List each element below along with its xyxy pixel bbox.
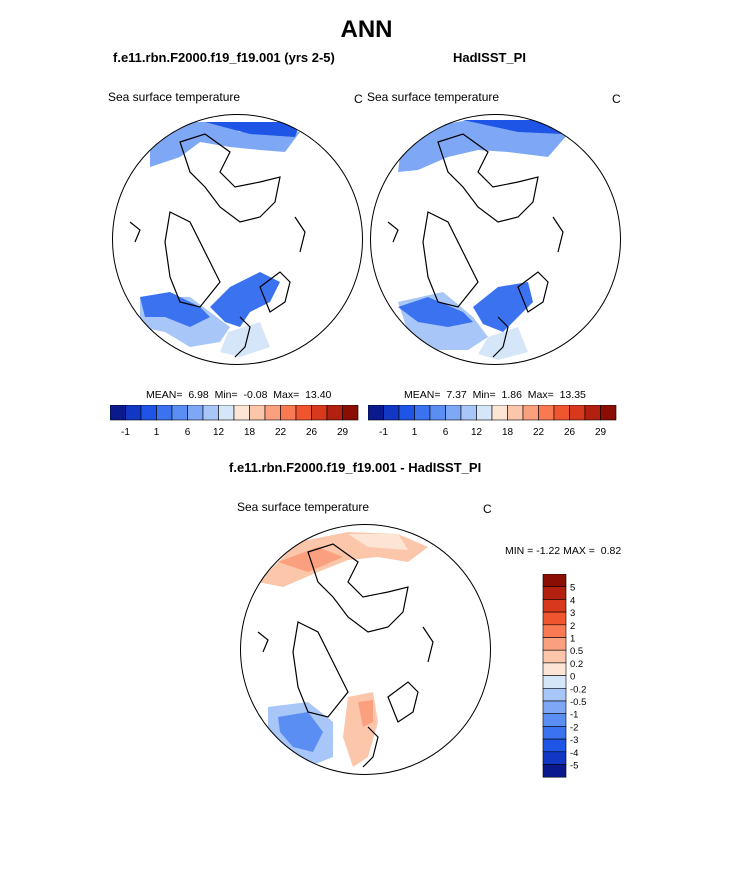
model-stats: MEAN= 6.98 Min= -0.08 Max= 13.40 bbox=[146, 389, 332, 401]
model-colorbar-tick-label: 12 bbox=[213, 427, 225, 438]
difference-colorbar-tick-label: 3 bbox=[570, 608, 575, 619]
model-colorbar-swatch bbox=[187, 405, 204, 421]
obs-colorbar-swatch bbox=[445, 405, 462, 421]
model-colorbar-swatch bbox=[156, 405, 173, 421]
difference-colorbar-tick-label: 1 bbox=[570, 634, 575, 645]
obs-colorbar-swatch bbox=[569, 405, 586, 421]
difference-colorbar-tick-label: -5 bbox=[570, 761, 578, 772]
obs-colorbar-tick-label: 18 bbox=[502, 427, 514, 438]
model-colorbar-tick-label: 6 bbox=[185, 427, 191, 438]
obs-colorbar-swatch bbox=[429, 405, 446, 421]
model-colorbar-swatch bbox=[218, 405, 235, 421]
difference-colorbar-swatch bbox=[542, 637, 567, 651]
obs-polar-map bbox=[370, 114, 621, 365]
obs-colorbar-swatch bbox=[491, 405, 508, 421]
difference-colorbar-swatch bbox=[542, 700, 567, 714]
difference-colorbar-tick-label: -4 bbox=[570, 748, 578, 759]
obs-stats: MEAN= 7.37 Min= 1.86 Max= 13.35 bbox=[404, 389, 586, 401]
model-colorbar-swatch bbox=[249, 405, 266, 421]
model-polar-map bbox=[112, 114, 363, 365]
model-colorbar-swatch bbox=[264, 405, 281, 421]
difference-colorbar-tick-label: 0.2 bbox=[570, 659, 583, 670]
obs-colorbar-swatch bbox=[460, 405, 477, 421]
model-colorbar: -1 1 6 12 18 22 26 29 bbox=[110, 405, 359, 438]
model-colorbar-swatch bbox=[295, 405, 312, 421]
difference-colorbar-swatch bbox=[542, 675, 567, 689]
difference-colorbar-tick-label: 0 bbox=[570, 672, 575, 683]
model-colorbar-tick-label: -1 bbox=[121, 427, 130, 438]
model-colorbar-swatch bbox=[326, 405, 343, 421]
difference-colorbar-tick-label: 0.5 bbox=[570, 646, 583, 657]
difference-colorbar-swatch bbox=[542, 738, 567, 753]
difference-colorbar-swatch bbox=[542, 599, 567, 613]
model-colorbar-swatch bbox=[110, 405, 126, 421]
main-title: ANN bbox=[340, 16, 393, 43]
obs-panel-title: HadISST_PI bbox=[453, 50, 526, 65]
model-colorbar-tick-label: 18 bbox=[244, 427, 256, 438]
difference-colorbar: 54 3 2 10.5 0.2 0-0.2 -0.5 -1-2 -3 -4 -5 bbox=[542, 574, 586, 778]
model-colorbar-swatch bbox=[280, 405, 297, 421]
difference-colorbar-swatch bbox=[542, 764, 567, 778]
model-variable-label: Sea surface temperature bbox=[108, 90, 241, 104]
model-panel-title: f.e11.rbn.F2000.f19_f19.001 (yrs 2-5) bbox=[113, 50, 335, 65]
obs-colorbar-tick-label: 26 bbox=[564, 427, 576, 438]
difference-title: f.e11.rbn.F2000.f19_f19.001 - HadISST_PI bbox=[229, 460, 482, 475]
difference-colorbar-tick-label: -0.5 bbox=[570, 697, 586, 708]
obs-units-label: C bbox=[612, 92, 621, 106]
difference-colorbar-swatch bbox=[542, 713, 567, 727]
model-colorbar-tick-label: 29 bbox=[337, 427, 349, 438]
obs-colorbar-swatch bbox=[398, 405, 415, 421]
difference-variable-label: Sea surface temperature bbox=[237, 500, 370, 514]
obs-colorbar-tick-label: 1 bbox=[412, 427, 418, 438]
difference-stats: MIN = -1.22 MAX = 0.82 bbox=[505, 545, 622, 557]
obs-colorbar-tick-label: 29 bbox=[595, 427, 607, 438]
difference-colorbar-swatch bbox=[542, 574, 567, 587]
model-colorbar-swatch bbox=[171, 405, 188, 421]
model-colorbar-swatch bbox=[233, 405, 250, 421]
obs-colorbar: -1 1 6 12 18 22 26 29 bbox=[368, 405, 617, 438]
model-colorbar-swatch bbox=[311, 405, 328, 421]
obs-colorbar-swatch bbox=[553, 405, 570, 421]
obs-colorbar-tick-label: -1 bbox=[379, 427, 388, 438]
obs-colorbar-swatch bbox=[507, 405, 524, 421]
obs-colorbar-swatch bbox=[368, 405, 384, 421]
difference-colorbar-swatch bbox=[542, 726, 567, 740]
difference-colorbar-swatch bbox=[542, 586, 567, 600]
difference-colorbar-swatch bbox=[542, 611, 567, 626]
obs-colorbar-swatch bbox=[414, 405, 431, 421]
difference-colorbar-swatch bbox=[542, 688, 567, 702]
difference-colorbar-swatch bbox=[542, 751, 567, 765]
difference-colorbar-tick-label: -2 bbox=[570, 722, 578, 733]
obs-colorbar-tick-label: 6 bbox=[443, 427, 449, 438]
difference-colorbar-tick-label: 5 bbox=[570, 583, 575, 594]
difference-colorbar-tick-label: -0.2 bbox=[570, 684, 586, 695]
difference-colorbar-swatch bbox=[542, 624, 567, 638]
difference-colorbar-tick-label: -3 bbox=[570, 735, 578, 746]
difference-polar-map bbox=[240, 524, 491, 775]
difference-colorbar-tick-label: -1 bbox=[570, 710, 578, 721]
difference-colorbar-tick-label: 2 bbox=[570, 621, 575, 632]
obs-colorbar-swatch bbox=[522, 405, 539, 421]
model-colorbar-swatch bbox=[125, 405, 142, 421]
obs-colorbar-swatch bbox=[476, 405, 493, 421]
obs-colorbar-swatch bbox=[600, 405, 617, 421]
difference-units-label: C bbox=[483, 502, 492, 516]
model-colorbar-swatch bbox=[140, 405, 157, 421]
model-colorbar-swatch bbox=[342, 405, 359, 421]
obs-colorbar-swatch bbox=[584, 405, 601, 421]
obs-variable-label: Sea surface temperature bbox=[367, 90, 500, 104]
difference-colorbar-swatch bbox=[542, 649, 567, 664]
difference-colorbar-swatch bbox=[542, 662, 567, 676]
model-colorbar-tick-label: 26 bbox=[306, 427, 318, 438]
model-colorbar-tick-label: 1 bbox=[154, 427, 160, 438]
model-units-label: C bbox=[354, 92, 363, 106]
difference-colorbar-tick-label: 4 bbox=[570, 595, 575, 606]
obs-colorbar-tick-label: 12 bbox=[471, 427, 483, 438]
model-colorbar-swatch bbox=[202, 405, 219, 421]
model-colorbar-tick-label: 22 bbox=[275, 427, 287, 438]
obs-colorbar-tick-label: 22 bbox=[533, 427, 545, 438]
obs-colorbar-swatch bbox=[383, 405, 400, 421]
obs-colorbar-swatch bbox=[538, 405, 555, 421]
